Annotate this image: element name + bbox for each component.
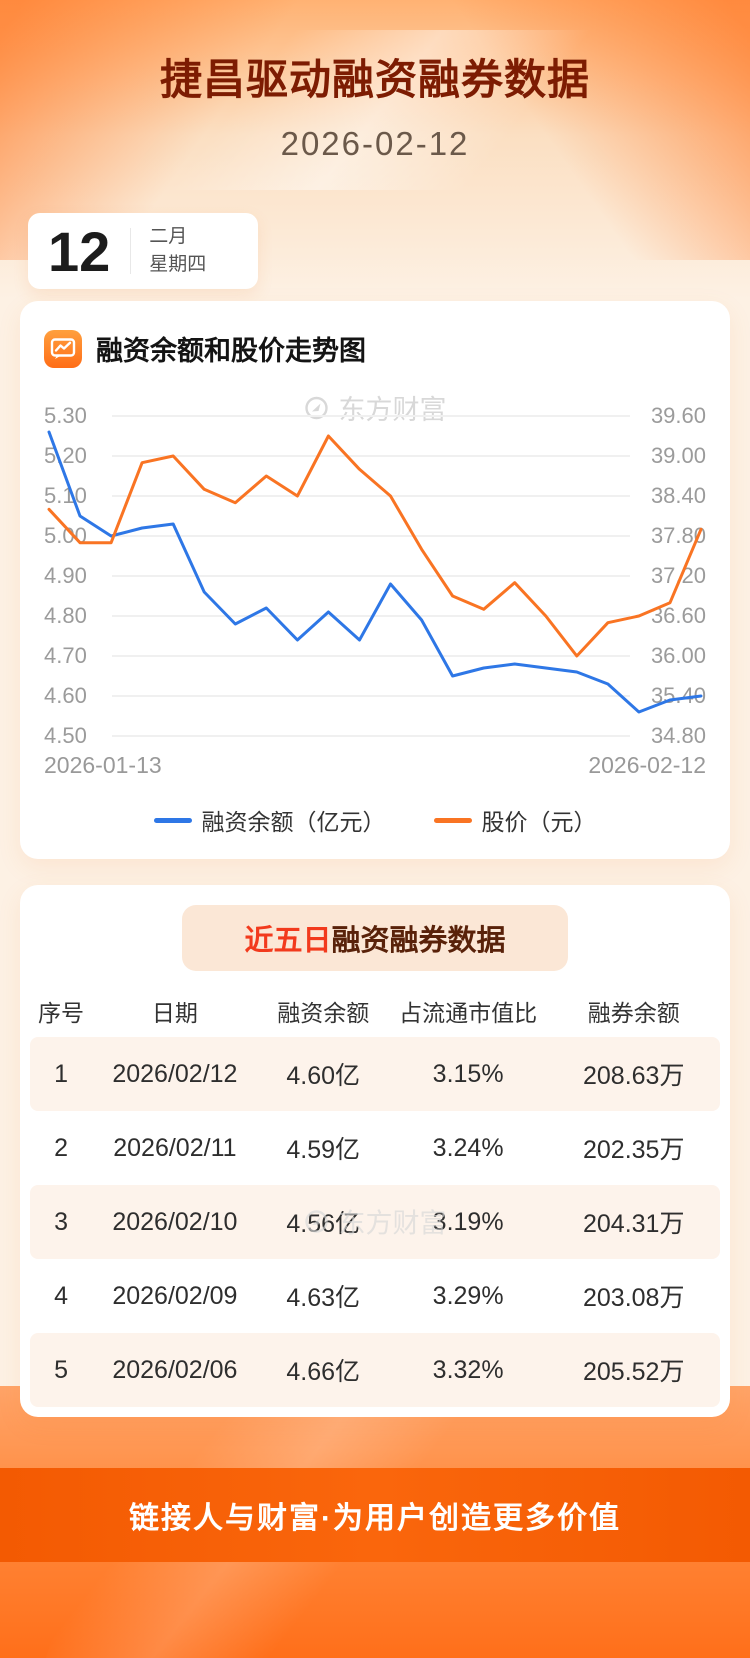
margin-data-table: 东方财富 序号 日期 融资余额 占流通市值比 融券余额 1 2026/02/12… [30,985,720,1407]
table-header-row: 序号 日期 融资余额 占流通市值比 融券余额 [30,985,720,1037]
date-month-weekday: 二月 星期四 [149,223,206,279]
cell-ratio: 3.19% [432,1207,504,1236]
col-header-index: 序号 [38,1000,85,1026]
cell-short-balance: 203.08万 [582,1284,685,1312]
page-title: 捷昌驱动融资融券数据 [159,56,590,103]
chart-grid-row: 5.10 38.40 [44,482,706,510]
cell-short-balance: 208.63万 [582,1062,685,1090]
left-axis-tick: 4.70 [44,643,87,668]
table-row: 3 2026/02/10 4.56亿 3.19% 204.31万 [30,1185,720,1259]
footer-band: 链接人与财富·为用户创造更多价值 [0,1468,750,1562]
chart-grid-row: 5.20 39.00 [44,442,706,470]
left-axis-tick: 4.60 [44,683,87,708]
gridline [112,535,630,537]
decorative-corner-right [450,0,750,260]
cell-date: 2026/02/09 [112,1281,238,1310]
right-axis-tick: 34.80 [650,723,706,748]
series-line-price [47,434,703,658]
cell-balance: 4.59亿 [286,1136,361,1164]
cell-ratio: 3.29% [432,1281,504,1310]
gridline [112,695,630,697]
x-axis-end-label: 2026-02-12 [588,752,706,778]
series-line-balance [47,430,703,714]
left-axis-tick: 5.10 [44,483,87,508]
left-axis-tick: 4.90 [44,563,87,588]
chart-svg [47,430,703,714]
cell-date: 2026/02/10 [112,1207,238,1236]
left-axis-tick: 4.80 [44,603,87,628]
table-title-rest: 融资融券数据 [331,925,506,957]
col-header-short-balance: 融券余额 [587,1000,680,1026]
date-month: 二月 [149,226,188,247]
gridline [112,655,630,657]
cell-index: 3 [54,1207,68,1236]
cell-index: 5 [54,1355,68,1384]
table-title-highlight: 近五日 [244,925,332,957]
chart-title: 融资余额和股价走势图 [96,336,366,366]
date-weekday: 星期四 [149,254,207,275]
cell-balance: 4.63亿 [286,1284,361,1312]
gridline [112,615,630,617]
gridline [112,415,630,417]
cell-date: 2026/02/11 [113,1133,237,1162]
gridline [112,455,630,457]
right-axis-tick: 39.00 [650,443,706,468]
gridline [112,495,630,497]
chart-card: 融资余额和股价走势图 东方财富 5.30 39.60 5.20 39.00 5.10 38… [20,301,730,859]
cell-date: 2026/02/06 [112,1355,238,1384]
gridline [112,575,630,577]
col-header-date: 日期 [151,1000,198,1026]
table-title-badge: 近五日融资融券数据 [182,905,568,971]
table-row: 5 2026/02/06 4.66亿 3.32% 205.52万 [30,1333,720,1407]
table-row: 4 2026/02/09 4.63亿 3.29% 203.08万 [30,1259,720,1333]
table-row: 1 2026/02/12 4.60亿 3.15% 208.63万 [30,1037,720,1111]
cell-short-balance: 202.35万 [582,1136,685,1164]
left-axis-tick: 5.30 [44,403,87,428]
date-card: 12 二月 星期四 [28,213,258,289]
cell-balance: 4.60亿 [286,1062,361,1090]
chart-legend: 融资余额（亿元） 股价（元） [44,803,706,837]
cell-short-balance: 204.31万 [582,1210,685,1238]
right-axis-tick: 38.40 [650,483,706,508]
gridline [112,735,630,737]
cell-ratio: 3.15% [432,1059,504,1088]
legend-swatch-balance [153,817,192,823]
col-header-balance: 融资余额 [277,1000,370,1026]
date-card-divider [130,228,132,274]
footer-slogan: 链接人与财富·为用户创造更多价值 [129,1502,621,1535]
cell-ratio: 3.32% [432,1355,504,1384]
cell-date: 2026/02/12 [112,1059,238,1088]
chart-grid-row: 4.50 34.80 [44,722,706,750]
cell-ratio: 3.24% [432,1133,504,1162]
chart-grid-row: 5.30 39.60 [44,402,706,430]
legend-swatch-price [433,817,472,823]
legend-label-price: 股价（元） [481,809,597,835]
table-row: 2 2026/02/11 4.59亿 3.24% 202.35万 [30,1111,720,1185]
cell-short-balance: 205.52万 [582,1358,685,1386]
chart-grid-row: 4.70 36.00 [44,642,706,670]
cell-balance: 4.66亿 [286,1358,361,1386]
cell-balance: 4.56亿 [286,1210,361,1238]
legend-label-balance: 融资余额（亿元） [201,809,386,835]
cell-index: 4 [54,1281,68,1310]
chart-plot: 东方财富 5.30 39.60 5.20 39.00 5.10 38.40 5.00 37.8… [44,395,706,748]
right-axis-tick: 36.00 [650,643,706,668]
x-axis-labels: 2026-01-13 2026-02-12 [44,752,706,779]
cell-index: 2 [54,1133,68,1162]
cell-index: 1 [54,1059,68,1088]
trend-chart-icon [44,329,82,368]
chart-card-header: 融资余额和股价走势图 [44,329,706,368]
left-axis-tick: 4.50 [44,723,87,748]
legend-item-balance: 融资余额（亿元） [153,803,386,837]
table-card: 近五日融资融券数据 东方财富 序号 日期 融资余额 占流通市值比 融券余额 1 … [20,885,730,1417]
legend-item-price: 股价（元） [433,803,597,837]
header: 捷昌驱动融资融券数据 2026-02-12 [0,0,750,163]
date-day: 12 [48,219,111,283]
page-date: 2026-02-12 [280,125,470,162]
col-header-ratio: 占流通市值比 [399,1000,538,1026]
x-axis-start-label: 2026-01-13 [44,752,162,778]
left-axis-tick: 5.20 [44,443,87,468]
right-axis-tick: 39.60 [650,403,706,428]
